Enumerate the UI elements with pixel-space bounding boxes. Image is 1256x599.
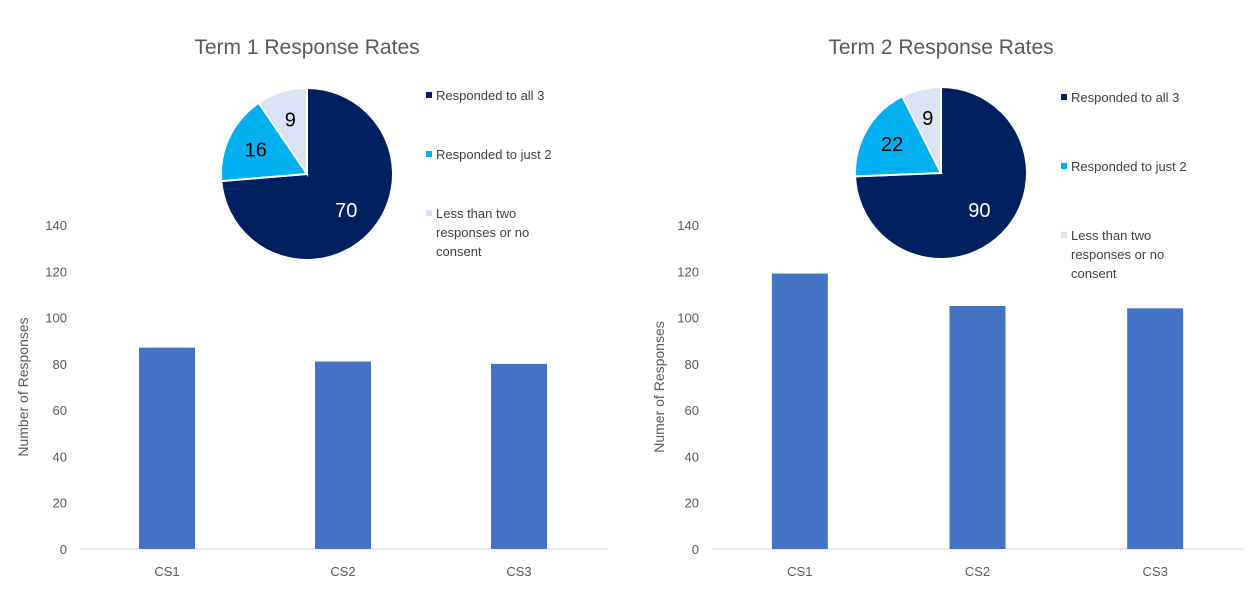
term1-pie-legend: Responded to all 3 Responded to just 2 L…	[426, 86, 576, 261]
legend-item-all3: Responded to all 3	[426, 86, 576, 105]
pie-slice-just2-label: 16	[245, 139, 267, 161]
legend-label: Responded to all 3	[436, 88, 544, 103]
legend-item-just2: Responded to just 2	[426, 145, 576, 164]
pie-slice-just2-label: 22	[881, 134, 903, 156]
legend-swatch	[426, 210, 432, 216]
pie-slice-less-label: 9	[285, 110, 296, 132]
term2-panel: 0 20 40 60 80 100 120 140 CS1 CS2 CS3 Numer of Resp…	[628, 0, 1256, 599]
pie-slice-all3-label: 90	[968, 200, 990, 222]
legend-label: Responded to just 2	[436, 147, 552, 162]
legend-swatch	[1061, 163, 1067, 169]
pie-slice-less-label: 9	[922, 108, 933, 130]
legend-swatch	[1061, 232, 1067, 238]
legend-item-just2: Responded to just 2	[1061, 157, 1211, 176]
term1-panel: 0 20 40 60 80 100 120 140 CS1 CS2 CS3 Number of Res…	[0, 0, 628, 599]
legend-item-less: Less than two responses or no consent	[1061, 226, 1191, 283]
legend-swatch	[426, 151, 432, 157]
legend-item-less: Less than two responses or no consent	[426, 204, 556, 261]
term2-pie-legend: Responded to all 3 Responded to just 2 L…	[1061, 88, 1211, 283]
pie-slice-all3-label: 70	[335, 200, 357, 222]
term2-pie-title: Term 2 Response Rates	[791, 36, 1091, 60]
legend-label: Responded to just 2	[1071, 159, 1187, 174]
legend-label: Less than two responses or no consent	[436, 206, 529, 259]
legend-swatch	[426, 92, 432, 98]
legend-label: Less than two responses or no consent	[1071, 228, 1164, 281]
legend-label: Responded to all 3	[1071, 90, 1179, 105]
term1-pie-title: Term 1 Response Rates	[157, 36, 457, 60]
legend-swatch	[1061, 94, 1067, 100]
legend-item-all3: Responded to all 3	[1061, 88, 1211, 107]
